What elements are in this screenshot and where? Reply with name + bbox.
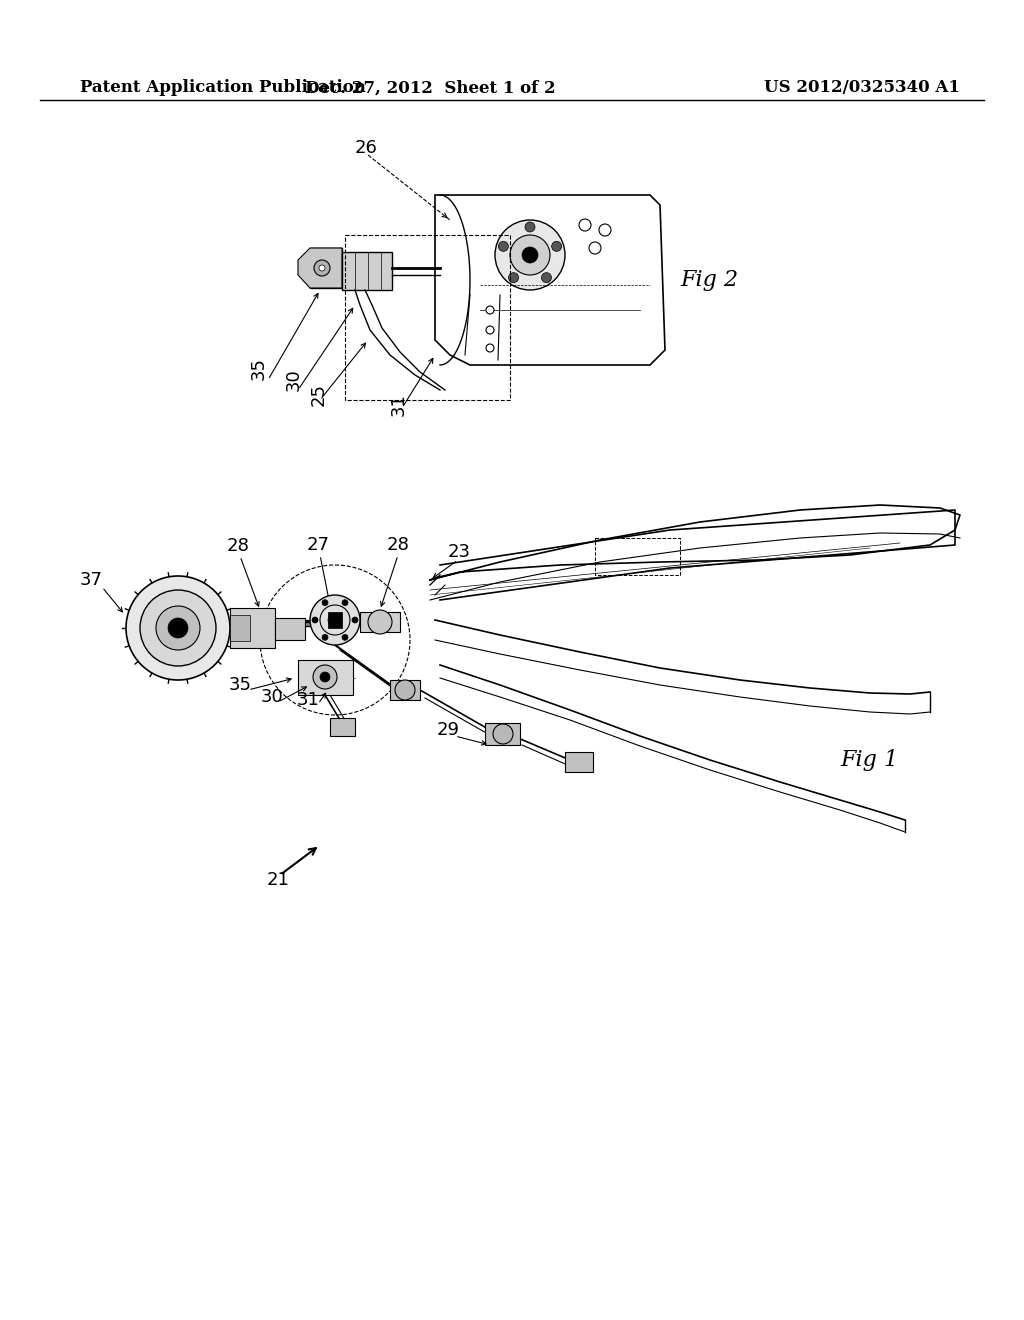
Circle shape	[542, 273, 552, 282]
Text: 23: 23	[449, 543, 471, 561]
Circle shape	[313, 665, 337, 689]
Circle shape	[322, 599, 328, 606]
Circle shape	[328, 612, 342, 627]
Text: 35: 35	[250, 356, 268, 380]
Polygon shape	[435, 195, 665, 366]
Circle shape	[395, 680, 415, 700]
Text: 31: 31	[297, 690, 319, 709]
Circle shape	[352, 616, 358, 623]
Circle shape	[493, 723, 513, 744]
Circle shape	[322, 635, 328, 640]
Circle shape	[319, 265, 325, 271]
Text: US 2012/0325340 A1: US 2012/0325340 A1	[764, 79, 961, 96]
Bar	[230, 615, 250, 642]
Text: Fig 1: Fig 1	[840, 748, 898, 771]
Circle shape	[552, 242, 561, 251]
Bar	[342, 252, 392, 290]
Text: 31: 31	[390, 393, 408, 416]
Text: 37: 37	[80, 572, 103, 589]
Circle shape	[525, 222, 535, 232]
Text: 25: 25	[310, 384, 328, 407]
Polygon shape	[298, 248, 342, 288]
Circle shape	[310, 595, 360, 645]
Circle shape	[319, 672, 330, 682]
Circle shape	[495, 220, 565, 290]
Bar	[230, 609, 275, 648]
Circle shape	[126, 576, 230, 680]
Text: 28: 28	[226, 537, 250, 554]
Circle shape	[486, 326, 494, 334]
Text: 27: 27	[306, 536, 330, 554]
Circle shape	[312, 616, 318, 623]
Circle shape	[522, 247, 538, 263]
Circle shape	[509, 273, 518, 282]
Circle shape	[486, 306, 494, 314]
Bar	[298, 660, 353, 696]
Text: 21: 21	[266, 871, 290, 888]
Bar	[275, 618, 305, 640]
Text: Fig 2: Fig 2	[680, 269, 738, 290]
Text: 29: 29	[436, 721, 460, 739]
Circle shape	[486, 345, 494, 352]
Circle shape	[368, 610, 392, 634]
Bar	[310, 248, 342, 288]
Bar	[390, 680, 420, 700]
Text: Patent Application Publication: Patent Application Publication	[80, 79, 366, 96]
Circle shape	[314, 260, 330, 276]
Circle shape	[510, 235, 550, 275]
Text: 35: 35	[228, 676, 252, 694]
Text: Dec. 27, 2012  Sheet 1 of 2: Dec. 27, 2012 Sheet 1 of 2	[305, 79, 555, 96]
Circle shape	[168, 618, 188, 638]
Circle shape	[342, 635, 348, 640]
Circle shape	[156, 606, 200, 649]
Bar	[330, 718, 355, 737]
Text: 26: 26	[355, 139, 378, 157]
Circle shape	[499, 242, 508, 251]
Text: 30: 30	[285, 368, 303, 391]
Circle shape	[140, 590, 216, 667]
Bar	[485, 723, 520, 744]
Text: 30: 30	[261, 688, 284, 706]
Bar	[328, 612, 342, 628]
Text: 28: 28	[387, 536, 410, 554]
Bar	[565, 752, 593, 772]
Circle shape	[342, 599, 348, 606]
Bar	[360, 612, 400, 632]
